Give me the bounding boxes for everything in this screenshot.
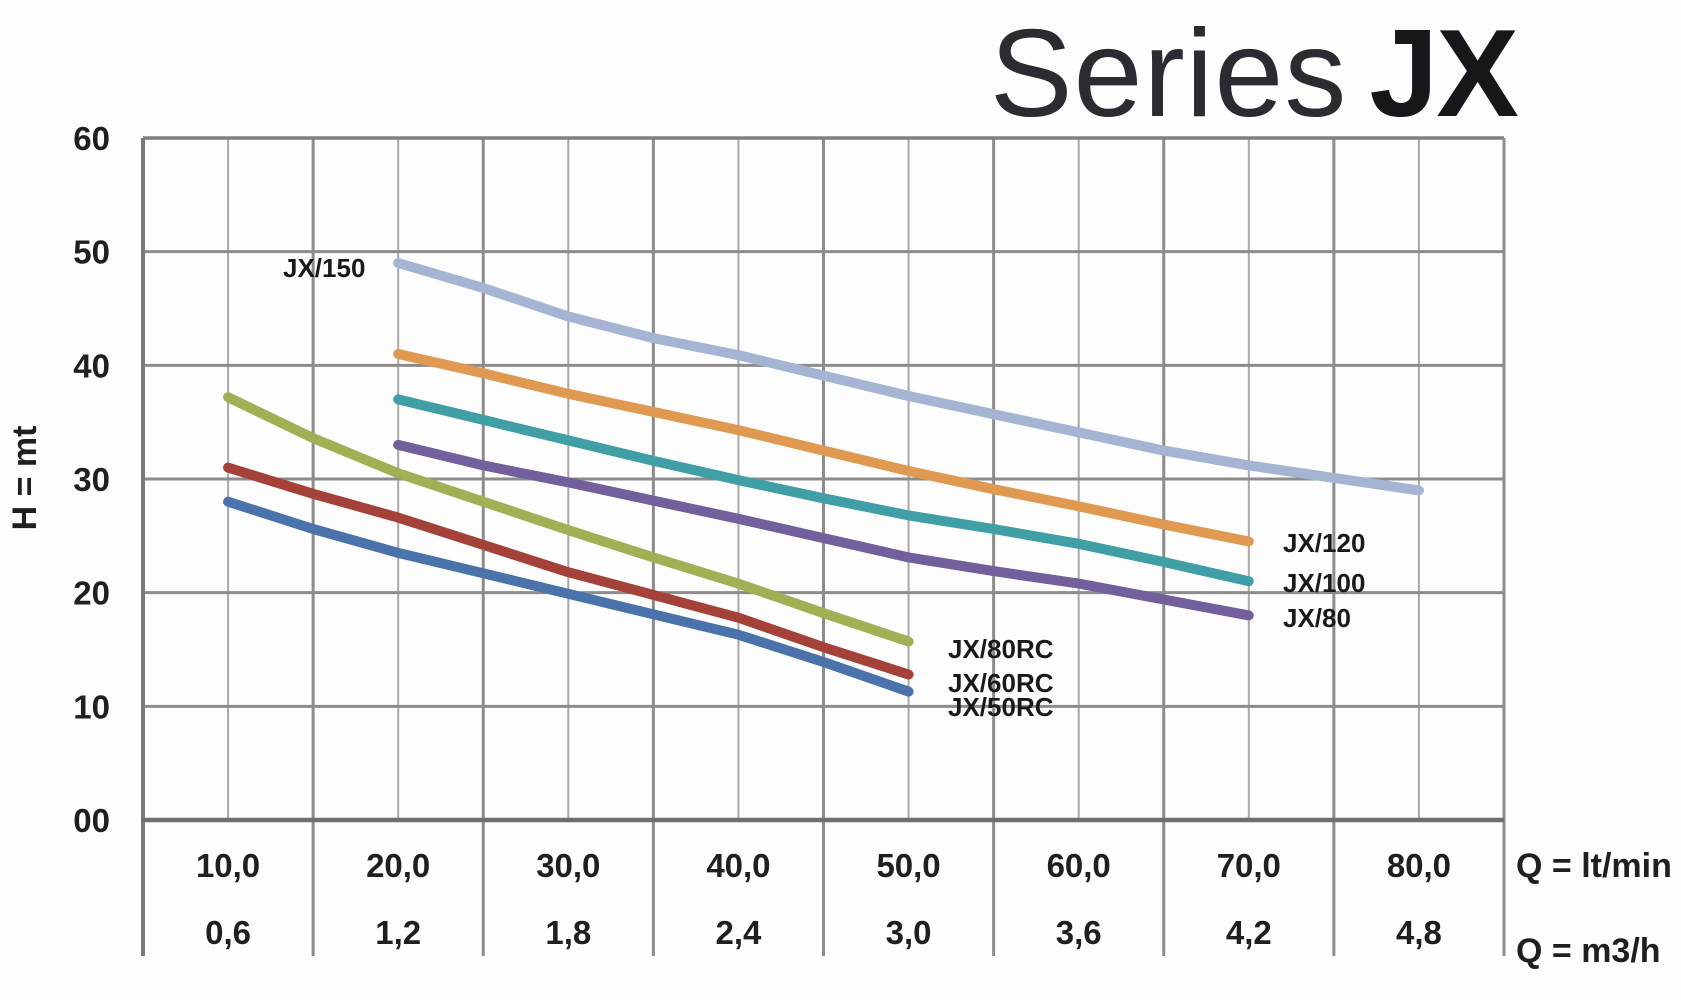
y-tick-label: 30 bbox=[73, 461, 110, 498]
y-tick-label: 10 bbox=[73, 688, 110, 725]
x-tick-lt-min: 10,0 bbox=[196, 847, 260, 884]
x-tick-m3-h: 4,8 bbox=[1396, 914, 1442, 951]
curve-jx-100 bbox=[393, 394, 1254, 587]
y-tick-label: 40 bbox=[73, 347, 110, 384]
x-tick-lt-min: 70,0 bbox=[1217, 847, 1281, 884]
curve-jx-50rc bbox=[223, 496, 914, 697]
pump-curves bbox=[223, 258, 1424, 697]
x-tick-lt-min: 50,0 bbox=[876, 847, 940, 884]
curve-label-jx-50rc: JX/50RC bbox=[948, 692, 1054, 722]
x-tick-lt-min: 30,0 bbox=[536, 847, 600, 884]
curve-label-jx-120: JX/120 bbox=[1283, 528, 1365, 558]
x-tick-lt-min: 60,0 bbox=[1047, 847, 1111, 884]
title-series-text: Series bbox=[990, 5, 1347, 143]
curve-label-jx-80: JX/80 bbox=[1283, 603, 1351, 633]
x-axis-unit-m3-h: Q = m3/h bbox=[1516, 932, 1661, 970]
y-axis-label: H = mt bbox=[6, 426, 44, 531]
curve-jx-80 bbox=[393, 439, 1254, 621]
x-tick-lt-min: 80,0 bbox=[1387, 847, 1451, 884]
x-tick-lt-min: 40,0 bbox=[706, 847, 770, 884]
x-tick-m3-h: 3,6 bbox=[1056, 914, 1102, 951]
y-tick-label: 50 bbox=[73, 234, 110, 271]
curve-label-jx-80rc: JX/80RC bbox=[948, 634, 1054, 664]
x-tick-lt-min: 20,0 bbox=[366, 847, 430, 884]
title-jx-text: JX bbox=[1369, 5, 1518, 143]
curve-jx-150 bbox=[393, 258, 1424, 496]
curve-jx-60rc bbox=[223, 462, 914, 680]
x-tick-m3-h: 2,4 bbox=[716, 914, 763, 951]
y-tick-label: 60 bbox=[73, 120, 110, 157]
x-tick-m3-h: 4,2 bbox=[1226, 914, 1272, 951]
axis-tick-labels: 60 50 40 30 20 10 00 10,0 0,6 20,0 1,2 30,0 1,8 40,0 2… bbox=[73, 120, 1451, 951]
x-tick-m3-h: 1,2 bbox=[375, 914, 421, 951]
x-tick-m3-h: 3,0 bbox=[886, 914, 932, 951]
page-title: Series JX bbox=[990, 5, 1518, 143]
x-axis-unit-lt-min: Q = lt/min bbox=[1516, 847, 1672, 885]
curve-jx-80rc bbox=[223, 392, 914, 647]
y-tick-label: 20 bbox=[73, 575, 110, 612]
x-tick-m3-h: 0,6 bbox=[205, 914, 251, 951]
y-tick-label: 00 bbox=[73, 802, 110, 839]
plot-grid bbox=[141, 136, 1506, 956]
curve-label-jx-150: JX/150 bbox=[283, 253, 365, 283]
curve-label-jx-100: JX/100 bbox=[1283, 568, 1365, 598]
curve-jx-120 bbox=[393, 349, 1254, 547]
x-tick-m3-h: 1,8 bbox=[545, 914, 591, 951]
curve-label-jx-60rc: JX/60RC bbox=[948, 668, 1054, 698]
curve-labels: JX/150 JX/120 JX/100 JX/80 JX/80RC JX/60RCJX/… bbox=[283, 253, 1365, 722]
